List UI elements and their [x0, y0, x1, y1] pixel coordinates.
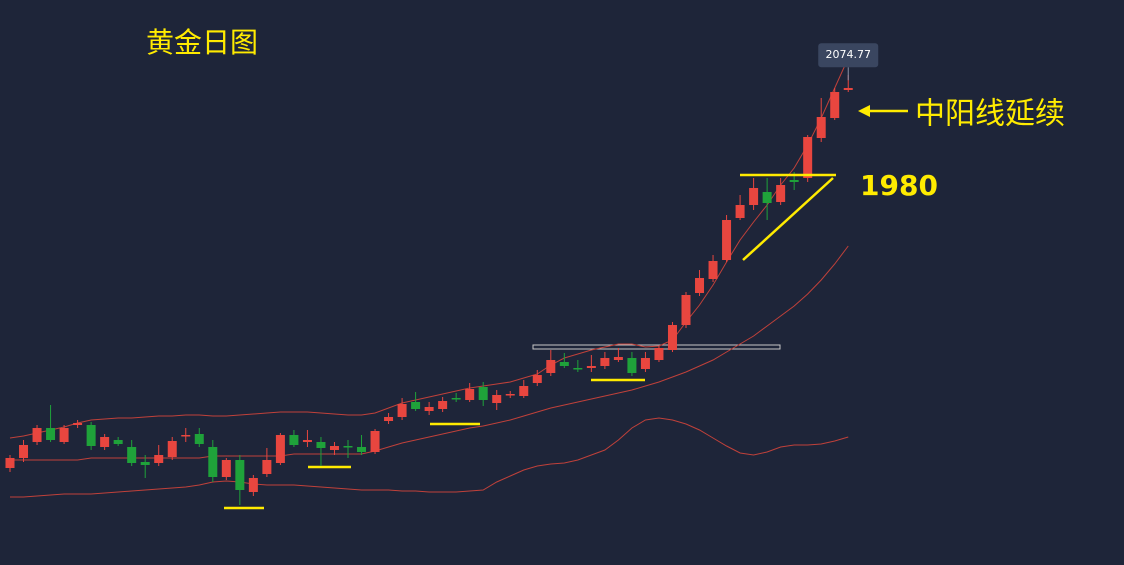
- candle-body: [167, 441, 177, 457]
- candle-body: [289, 435, 299, 445]
- candle-body: [586, 366, 596, 368]
- candle-body: [505, 394, 515, 396]
- candle-body: [316, 442, 326, 448]
- candle-body: [140, 462, 150, 465]
- candle-body: [424, 407, 434, 411]
- candle-body: [654, 348, 664, 360]
- candle-body: [181, 435, 191, 437]
- candle-body: [59, 428, 69, 442]
- candle-body: [451, 398, 461, 400]
- candle-body: [32, 428, 42, 442]
- candle-body: [248, 478, 258, 492]
- candle-body: [194, 434, 204, 444]
- price-tag: [818, 43, 879, 68]
- candle-body: [5, 458, 15, 468]
- candle-body: [789, 180, 799, 182]
- candle-body: [681, 295, 691, 325]
- candle-body: [275, 435, 285, 463]
- candle-body: [667, 325, 677, 350]
- candle-body: [154, 455, 164, 463]
- candle-body: [613, 357, 623, 360]
- candle-body: [438, 401, 448, 409]
- band-line: [10, 245, 849, 461]
- chart-title: 黄金日图: [146, 26, 258, 59]
- candle-body: [830, 92, 840, 118]
- candle-body: [86, 425, 96, 446]
- annotation: 中阳线延续: [915, 97, 1065, 132]
- candle-body: [411, 402, 421, 409]
- arrow-head: [858, 105, 870, 117]
- candle-body: [370, 431, 380, 452]
- candle-body: [695, 278, 705, 293]
- candle-body: [532, 375, 542, 383]
- candle-body: [776, 185, 786, 202]
- candle-body: [546, 360, 556, 373]
- triangle-line: [742, 177, 834, 261]
- candle-body: [397, 404, 407, 417]
- candle-body: [749, 188, 759, 205]
- candle-body: [329, 446, 339, 450]
- candle-body: [73, 423, 83, 425]
- candle-body: [573, 368, 583, 370]
- candle-body: [519, 386, 529, 396]
- candle-body: [262, 460, 272, 474]
- candle-body: [762, 192, 772, 203]
- candle-body: [722, 220, 732, 260]
- candle-body: [221, 460, 231, 477]
- candle-body: [600, 358, 610, 366]
- candle-body: [208, 447, 218, 477]
- candle-body: [816, 117, 826, 138]
- candle-body: [465, 389, 475, 400]
- candle-body: [627, 358, 637, 373]
- candle-body: [735, 205, 745, 218]
- candle-body: [113, 440, 123, 444]
- candle-body: [384, 417, 394, 421]
- candle-body: [302, 440, 312, 442]
- band-line: [9, 57, 849, 439]
- candle-body: [559, 362, 569, 366]
- candle-body: [127, 447, 137, 463]
- candle-body: [19, 445, 29, 458]
- price-tag-label: 2074.77: [825, 48, 871, 61]
- annotation: 1980: [860, 169, 938, 202]
- candle-body: [640, 358, 650, 369]
- candle-body: [492, 395, 502, 403]
- candle-body: [357, 447, 367, 452]
- support-lines: [224, 109, 908, 510]
- candle-body: [803, 137, 813, 178]
- candle-body: [235, 460, 245, 490]
- band-line: [10, 417, 849, 498]
- candle-body: [708, 261, 718, 279]
- candle-body: [46, 428, 56, 440]
- candle-body: [343, 446, 353, 448]
- candle-body: [843, 88, 853, 90]
- candle-body: [478, 387, 488, 400]
- candle-body: [100, 437, 110, 447]
